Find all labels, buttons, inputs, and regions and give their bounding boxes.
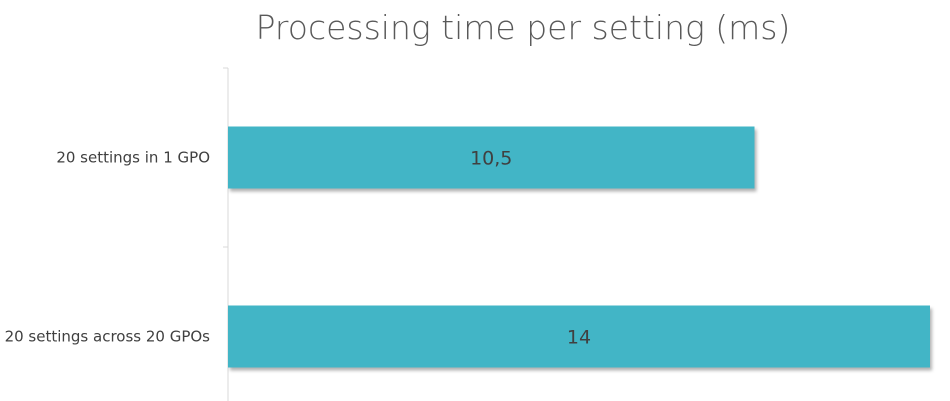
y-axis bbox=[223, 67, 229, 401]
bars bbox=[228, 126, 930, 368]
category-label-1: 20 settings in 1 GPO bbox=[56, 149, 210, 167]
data-label-1: 10,5 bbox=[470, 148, 512, 170]
bar-2 bbox=[228, 305, 930, 368]
data-label-2: 14 bbox=[567, 327, 591, 349]
labels: 20 settings in 1 GPO 10,5 20 settings acro… bbox=[5, 148, 592, 349]
category-label-2: 20 settings across 20 GPOs bbox=[5, 328, 211, 346]
chart-title: Processing time per setting (ms) bbox=[256, 8, 791, 47]
bar-1 bbox=[228, 126, 755, 189]
